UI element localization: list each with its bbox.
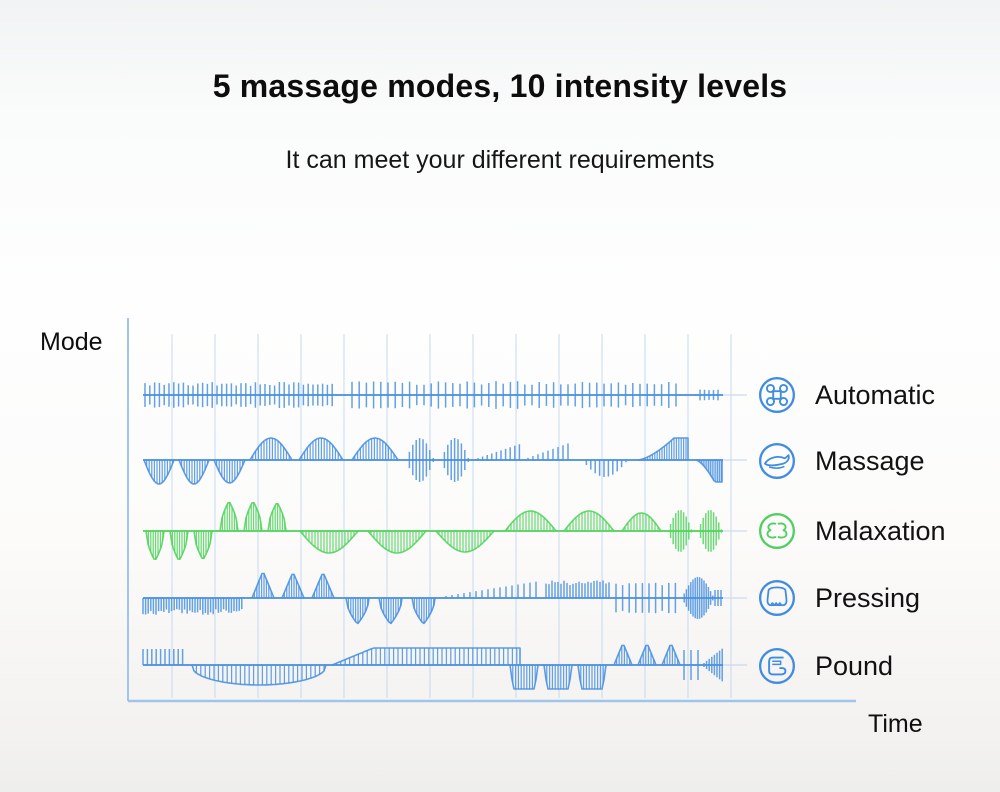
y-axis-label: Mode	[40, 328, 103, 356]
command-icon	[759, 377, 795, 413]
mode-item-automatic: Automatic	[757, 375, 935, 415]
mode-item-pressing: Pressing	[757, 578, 920, 618]
mode-item-label: Pound	[815, 650, 894, 681]
kneading-icon	[759, 513, 795, 549]
massage-hand-icon	[759, 443, 795, 479]
page-title: 5 massage modes, 10 intensity levels	[212, 68, 788, 104]
mode-item-label: Automatic	[815, 379, 936, 410]
mode-item-massage: Massage	[757, 441, 925, 481]
mode-item-label: Malaxation	[815, 515, 946, 546]
x-axis-label: Time	[868, 710, 923, 738]
mode-item-label: Massage	[815, 445, 925, 476]
mode-item-malaxation: Malaxation	[757, 511, 946, 551]
mode-item-pound: Pound	[757, 646, 893, 686]
fist-icon	[759, 648, 795, 684]
mode-item-label: Pressing	[815, 582, 921, 613]
page-subtitle: It can meet your different requirements	[285, 146, 715, 174]
pressing-palm-icon	[759, 580, 795, 616]
